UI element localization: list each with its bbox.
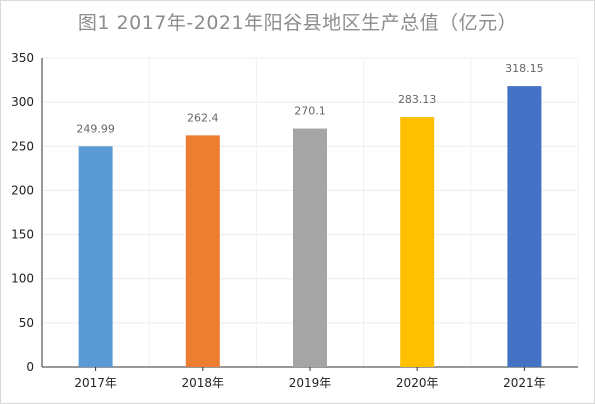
x-tick-label: 2017年 (74, 376, 117, 390)
y-tick-label: 50 (19, 316, 34, 330)
x-tick-label: 2020年 (396, 376, 439, 390)
bar (78, 146, 113, 367)
y-tick-label: 0 (26, 360, 34, 374)
y-tick-label: 200 (11, 183, 34, 197)
y-tick-label: 350 (11, 51, 34, 65)
chart-title: 图1 2017年-2021年阳谷县地区生产总值（亿元） (77, 12, 518, 34)
data-label: 283.13 (398, 93, 437, 106)
y-tick-label: 100 (11, 272, 34, 286)
y-tick-label: 150 (11, 228, 34, 242)
bar (507, 86, 542, 367)
data-label: 249.99 (76, 122, 115, 135)
bar (185, 135, 220, 367)
y-tick-label: 300 (11, 95, 34, 109)
x-tick-label: 2021年 (503, 376, 546, 390)
bar (293, 128, 327, 367)
x-tick-label: 2018年 (182, 376, 225, 390)
bar (400, 117, 435, 368)
data-label: 270.1 (294, 105, 326, 118)
data-label: 262.4 (187, 111, 219, 124)
y-tick-label: 250 (11, 139, 34, 153)
x-tick-label: 2019年 (289, 376, 332, 390)
data-label: 318.15 (505, 62, 544, 75)
